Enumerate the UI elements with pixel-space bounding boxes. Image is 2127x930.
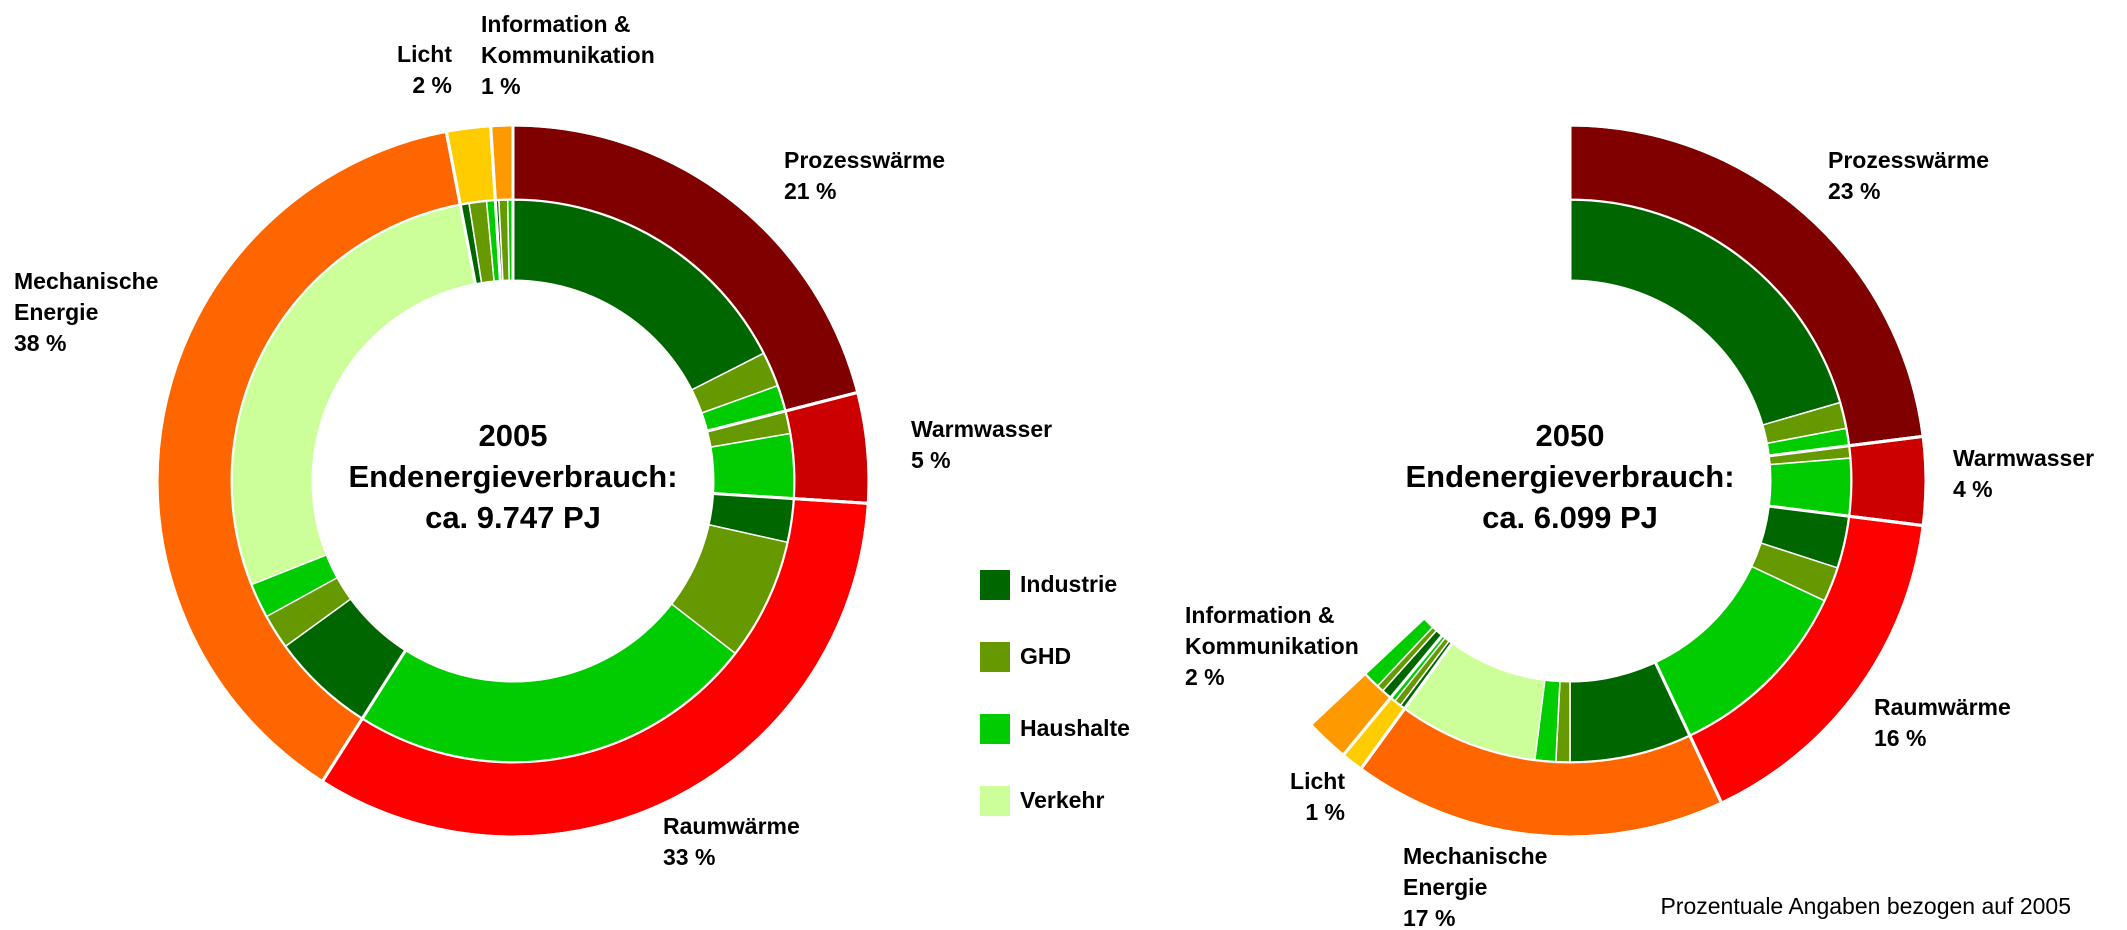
category-name: Warmwasser bbox=[911, 416, 1053, 442]
category-label: Mechanische Energie 17 % bbox=[1403, 841, 1593, 930]
legend-swatch bbox=[980, 714, 1010, 744]
category-label: Information & Kommunikation 1 % bbox=[481, 9, 701, 102]
category-name: Mechanische Energie bbox=[14, 268, 159, 325]
segment-border bbox=[320, 491, 870, 839]
category-name: Information & Kommunikation bbox=[1185, 602, 1359, 659]
value-label: 23 % bbox=[1828, 178, 1881, 204]
category-name: Licht bbox=[1290, 768, 1345, 794]
category-label: Licht 1 % bbox=[1290, 766, 1345, 828]
center-title: ca. 9.747 PJ bbox=[425, 500, 601, 535]
category-label: Raumwärme 16 % bbox=[1874, 692, 2011, 754]
segment-border bbox=[1358, 640, 1724, 839]
value-label: 17 % bbox=[1403, 905, 1456, 930]
note: Prozentuale Angaben bezogen auf 2005 bbox=[1660, 893, 2071, 919]
value-label: 2 % bbox=[412, 72, 452, 98]
category-name: Prozesswärme bbox=[784, 147, 946, 173]
category-label: Licht 2 % bbox=[397, 39, 452, 101]
category-name: Prozesswärme bbox=[1828, 147, 1990, 173]
category-label: Warmwasser 4 % bbox=[1953, 443, 2094, 505]
category-label: Raumwärme 33 % bbox=[663, 811, 800, 873]
category-label: Mechanische Energie 38 % bbox=[14, 266, 204, 359]
outer-segment bbox=[1847, 434, 1928, 528]
category-name: Warmwasser bbox=[1953, 445, 2095, 471]
value-label: 33 % bbox=[663, 844, 716, 870]
legend-label: Verkehr bbox=[1020, 787, 1104, 813]
legend-swatch bbox=[980, 570, 1010, 600]
segment-border bbox=[1653, 504, 1925, 806]
category-name: Information & Kommunikation bbox=[481, 11, 655, 68]
center-title: ca. 6.099 PJ bbox=[1482, 500, 1658, 535]
center-title: Endenergieverbrauch: bbox=[1405, 459, 1734, 494]
segment-border bbox=[511, 123, 860, 434]
category-label: Prozesswärme 23 % bbox=[1828, 145, 1989, 207]
category-label: Warmwasser 5 % bbox=[911, 414, 1052, 476]
value-label: 4 % bbox=[1953, 476, 1993, 502]
category-name: Mechanische Energie bbox=[1403, 843, 1548, 900]
category-name: Raumwärme bbox=[663, 813, 800, 839]
legend-label: Haushalte bbox=[1020, 715, 1130, 741]
value-label: 1 % bbox=[1305, 799, 1345, 825]
category-name: Raumwärme bbox=[1874, 694, 2011, 720]
category-label: Information & Kommunikation 2 % bbox=[1185, 600, 1405, 693]
legend-label: Industrie bbox=[1020, 571, 1117, 597]
segment-border bbox=[155, 129, 478, 784]
legend-swatch bbox=[980, 642, 1010, 672]
value-label: 38 % bbox=[14, 330, 67, 356]
segment-border bbox=[1568, 123, 1925, 458]
value-label: 21 % bbox=[784, 178, 837, 204]
center-title: 2050 bbox=[1536, 418, 1605, 453]
center-title: Endenergieverbrauch: bbox=[348, 459, 677, 494]
legend-swatch bbox=[980, 786, 1010, 816]
category-label: Prozesswärme 21 % bbox=[784, 145, 945, 207]
value-label: 2 % bbox=[1185, 664, 1225, 690]
category-name: Licht bbox=[397, 41, 452, 67]
legend-label: GHD bbox=[1020, 643, 1071, 669]
value-label: 5 % bbox=[911, 447, 951, 473]
segment-border bbox=[489, 123, 515, 283]
value-label: 1 % bbox=[481, 73, 521, 99]
center-title: 2005 bbox=[479, 418, 548, 453]
value-label: 16 % bbox=[1874, 725, 1927, 751]
segment-border bbox=[1308, 615, 1445, 758]
